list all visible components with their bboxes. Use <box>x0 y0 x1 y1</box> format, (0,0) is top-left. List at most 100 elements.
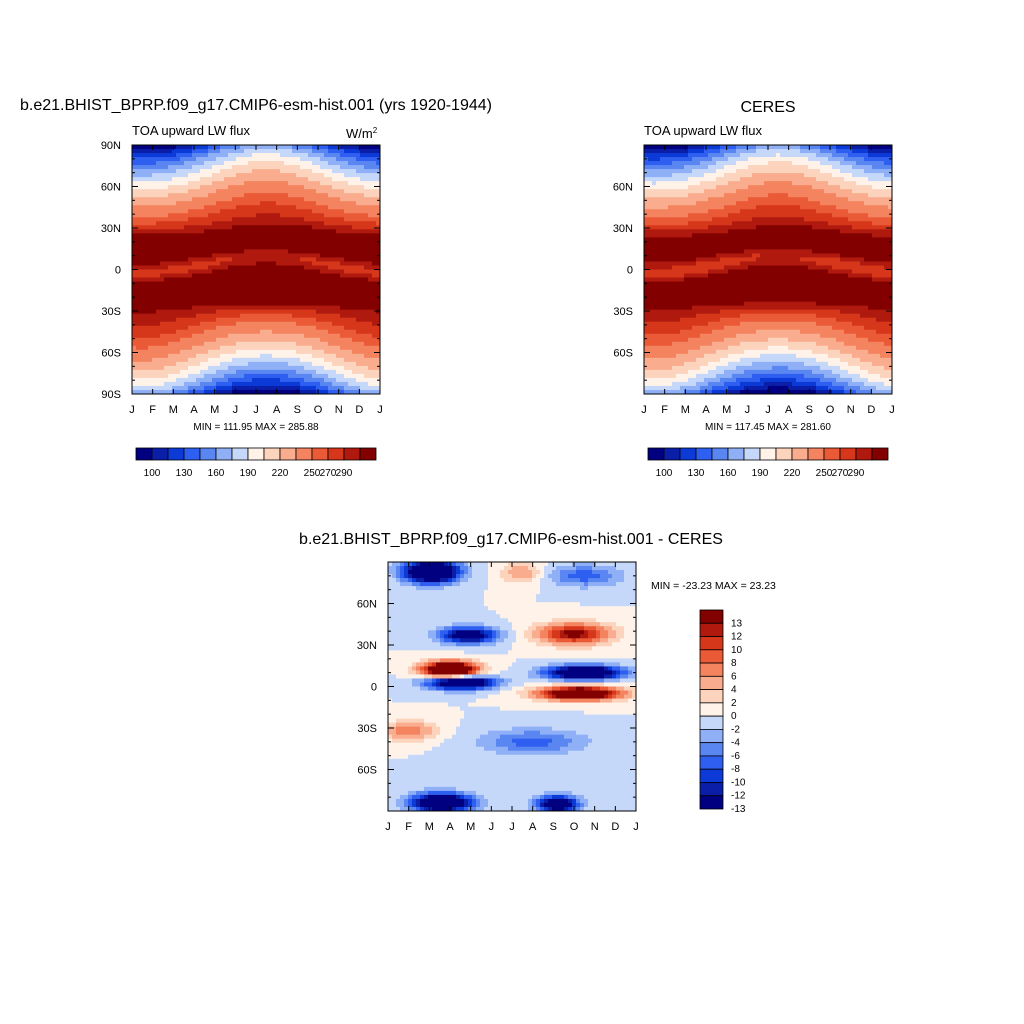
heatmap-cell <box>368 237 373 242</box>
heatmap-cell <box>232 249 237 255</box>
heatmap-cell <box>228 345 233 351</box>
heatmap-cell <box>276 213 281 218</box>
heatmap-cell <box>292 209 297 214</box>
heatmap-cell <box>336 349 341 355</box>
heatmap-cell <box>228 337 233 343</box>
heatmap-cell <box>836 201 841 206</box>
heatmap-cell <box>156 365 161 371</box>
heatmap-cell <box>328 249 333 255</box>
heatmap-cell <box>232 285 237 291</box>
heatmap-cell <box>236 321 241 327</box>
heatmap-cell <box>320 297 325 303</box>
heatmap-cell <box>176 189 181 194</box>
heatmap-cell <box>200 229 205 234</box>
heatmap-cell <box>256 189 261 194</box>
heatmap-cell <box>252 181 257 186</box>
heatmap-cell <box>248 213 253 218</box>
heatmap-cell <box>756 197 761 202</box>
heatmap-cell <box>816 201 821 206</box>
heatmap-cell <box>260 317 265 323</box>
heatmap-cell <box>372 321 377 327</box>
heatmap-cell <box>792 193 797 198</box>
heatmap-cell <box>844 189 849 194</box>
heatmap-cell <box>136 217 141 222</box>
heatmap-cell <box>840 189 845 194</box>
heatmap-cell <box>808 185 813 190</box>
x-tick-label: J <box>253 404 259 416</box>
heatmap-cell <box>196 305 201 311</box>
heatmap-cell <box>344 381 349 387</box>
heatmap-cell <box>808 181 813 186</box>
heatmap-cell <box>156 309 161 315</box>
heatmap-cell <box>236 245 241 251</box>
heatmap-cell <box>652 157 657 162</box>
heatmap-cell <box>372 373 377 379</box>
heatmap-cell <box>156 161 161 166</box>
heatmap-cell <box>284 345 289 351</box>
heatmap-cell <box>256 209 261 214</box>
heatmap-cell <box>264 349 269 355</box>
heatmap-cell <box>256 161 261 166</box>
heatmap-cell <box>352 177 357 182</box>
heatmap-cell <box>768 197 773 202</box>
heatmap-cell <box>168 321 173 327</box>
heatmap-cell <box>144 297 149 303</box>
heatmap-cell <box>744 157 749 162</box>
heatmap-cell <box>864 153 869 158</box>
heatmap-cell <box>340 337 345 343</box>
heatmap-cell <box>888 149 892 154</box>
heatmap-cell <box>212 169 217 174</box>
heatmap-cell <box>176 213 181 218</box>
heatmap-cell <box>300 249 305 255</box>
heatmap-cell <box>768 181 773 186</box>
heatmap-cell <box>240 261 245 267</box>
heatmap-cell <box>160 385 165 391</box>
heatmap-cell <box>844 153 849 158</box>
heatmap-cell <box>760 153 765 158</box>
heatmap-cell <box>280 281 285 287</box>
heatmap-cell <box>208 325 213 331</box>
heatmap-cell <box>644 165 649 170</box>
heatmap-cell <box>324 269 329 275</box>
heatmap-cell <box>352 209 357 214</box>
heatmap-cell <box>828 173 833 178</box>
heatmap-cell <box>312 257 317 263</box>
heatmap-cell <box>160 321 165 327</box>
heatmap-cell <box>228 201 233 206</box>
heatmap-cell <box>212 381 217 387</box>
heatmap-cell <box>144 153 149 158</box>
heatmap-cell <box>264 245 269 251</box>
heatmap-cell <box>228 313 233 319</box>
heatmap-cell <box>720 165 725 170</box>
heatmap-cell <box>376 285 380 291</box>
heatmap-cell <box>248 269 253 275</box>
heatmap-cell <box>360 309 365 315</box>
heatmap-cell <box>196 153 201 158</box>
heatmap-cell <box>248 225 253 230</box>
heatmap-cell <box>204 277 209 283</box>
colorbar-label: 130 <box>176 468 193 479</box>
heatmap-cell <box>272 265 277 271</box>
heatmap-cell <box>152 325 157 331</box>
heatmap-cell <box>260 289 265 295</box>
heatmap-cell <box>180 265 185 271</box>
heatmap-cell <box>308 305 313 311</box>
heatmap-cell <box>172 265 177 271</box>
heatmap-cell <box>364 309 369 315</box>
heatmap-cell <box>220 281 225 287</box>
heatmap-cell <box>644 153 649 158</box>
heatmap-cell <box>316 177 321 182</box>
heatmap-cell <box>156 293 161 299</box>
heatmap-cell <box>192 165 197 170</box>
heatmap-cell <box>176 237 181 242</box>
heatmap-cell <box>200 157 205 162</box>
heatmap-cell <box>260 345 265 351</box>
heatmap-cell <box>264 177 269 182</box>
heatmap-cell <box>160 165 165 170</box>
heatmap-cell <box>216 285 221 291</box>
heatmap-cell <box>788 165 793 170</box>
heatmap-cell <box>284 285 289 291</box>
heatmap-cell <box>720 205 725 210</box>
heatmap-cell <box>268 285 273 291</box>
heatmap-cell <box>216 229 221 234</box>
